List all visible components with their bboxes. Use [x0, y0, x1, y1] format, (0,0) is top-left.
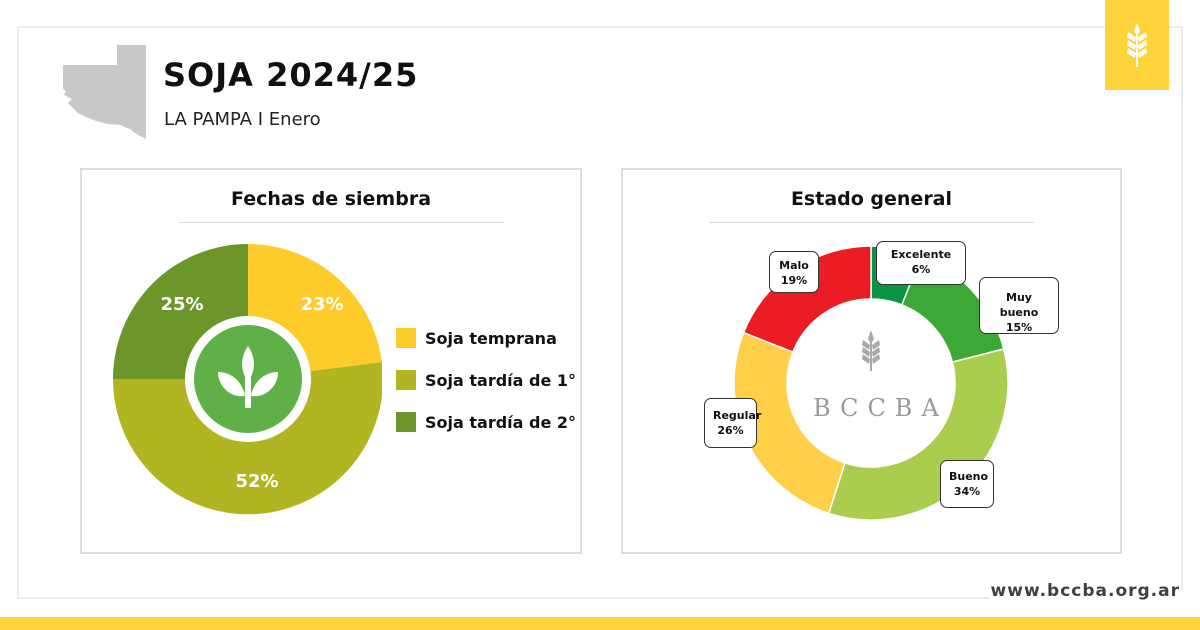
- panel-fechas-de-siembra: Fechas de siembra 23% 52% 25% Soja tempr…: [80, 168, 582, 554]
- callout-label: Excelente: [890, 248, 952, 261]
- legend-item-soja-tardia-2: Soja tardía de 2°: [396, 412, 576, 432]
- label-52: 52%: [235, 471, 278, 492]
- callout-bueno: Bueno 34%: [940, 460, 994, 508]
- legend-item-soja-tardia-1: Soja tardía de 1°: [396, 370, 576, 390]
- label-23: 23%: [300, 294, 343, 315]
- title-divider: [709, 222, 1034, 223]
- legend-label: Soja tardía de 2°: [425, 412, 577, 432]
- callout-value: 19%: [780, 274, 808, 287]
- legend-swatch: [396, 412, 416, 432]
- sprout-icon: [218, 346, 278, 408]
- website-link[interactable]: www.bccba.org.ar: [990, 581, 1180, 601]
- callout-label: Malo: [779, 259, 809, 272]
- legend-label: Soja temprana: [425, 328, 557, 348]
- page-subtitle: LA PAMPA I Enero: [164, 109, 321, 130]
- legend-item-soja-temprana: Soja temprana: [396, 328, 576, 348]
- panel-title: Estado general: [790, 188, 953, 210]
- callout-value: 26%: [717, 424, 744, 437]
- callout-excelente: Excelente 6%: [876, 241, 966, 285]
- frame-gap: [990, 590, 1190, 604]
- callout-muy-bueno: Muy bueno 15%: [979, 277, 1059, 334]
- legend-swatch: [396, 370, 416, 390]
- panel-estado-general: Estado general BCCBA Excelente: [621, 168, 1122, 554]
- wheat-icon: [862, 330, 880, 371]
- callout-value: 15%: [1005, 321, 1033, 334]
- callout-value: 34%: [953, 485, 981, 498]
- legend-swatch: [396, 328, 416, 348]
- callout-label: Regular: [713, 409, 762, 422]
- legend-label: Soja tardía de 1°: [425, 370, 577, 390]
- bccba-logo-text: BCCBA: [813, 394, 948, 422]
- callout-regular: Regular 26%: [704, 398, 762, 448]
- callout-malo: Malo 19%: [769, 251, 819, 293]
- bottom-brand-bar: [0, 617, 1200, 630]
- wheat-icon: [1127, 23, 1147, 67]
- title-divider: [179, 222, 504, 223]
- callout-value: 6%: [911, 263, 931, 276]
- callout-label: Muy bueno: [999, 291, 1039, 319]
- slice-regular: [733, 331, 846, 515]
- brand-logo: [1105, 0, 1169, 90]
- donut-chart-estado: [733, 245, 1009, 521]
- label-25: 25%: [160, 294, 203, 315]
- content-frame: [17, 26, 1183, 599]
- legend: Soja temprana Soja tardía de 1° Soja tar…: [396, 328, 576, 454]
- callout-label: Bueno: [949, 470, 989, 483]
- page-title: SOJA 2024/25: [163, 56, 419, 94]
- la-pampa-province-map-icon: [63, 45, 146, 139]
- panel-title: Fechas de siembra: [230, 188, 432, 210]
- pie-chart-fechas: 23% 52% 25%: [112, 244, 382, 515]
